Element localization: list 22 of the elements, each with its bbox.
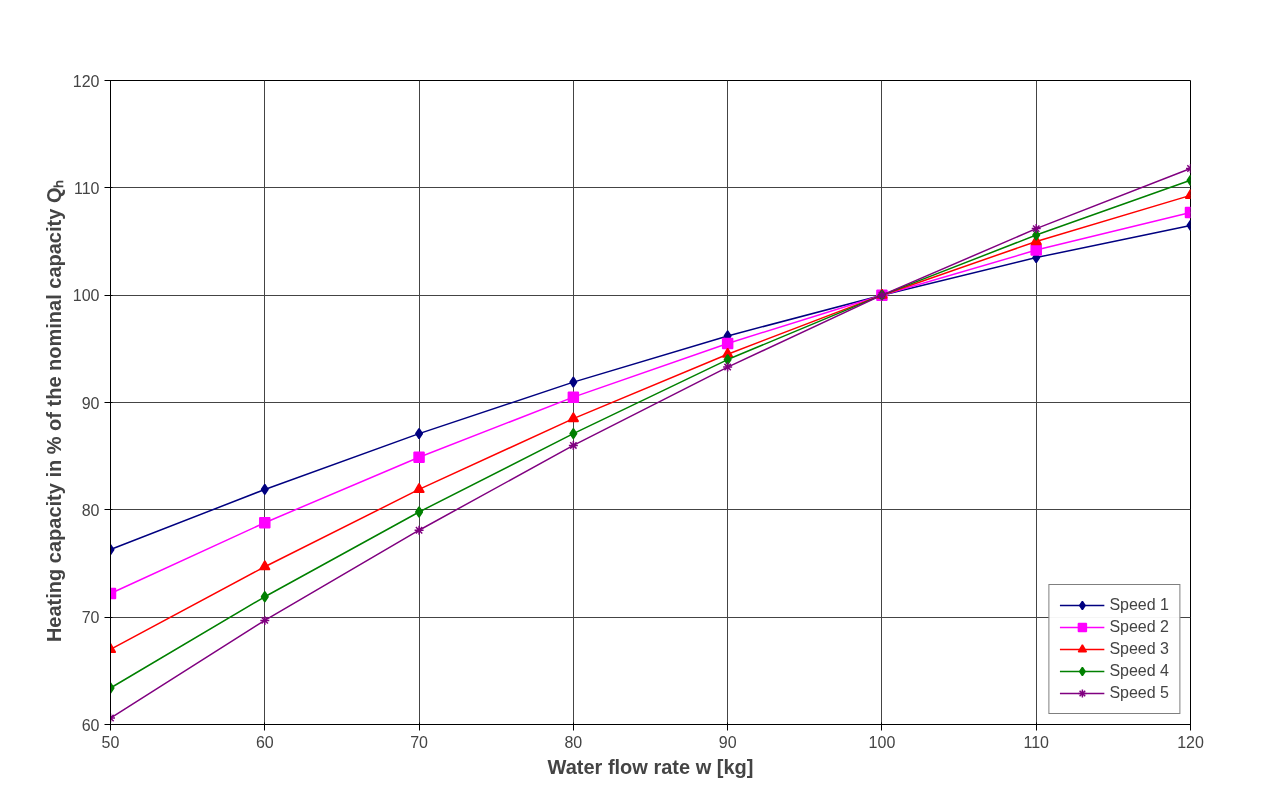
y-tick-label: 120	[72, 72, 100, 90]
y-tick-label: 110	[73, 179, 100, 197]
legend-label: Speed 5	[1109, 684, 1169, 702]
y-tick-label: 90	[81, 394, 100, 412]
x-tick-label: 120	[1177, 733, 1204, 751]
x-tick-label: 90	[718, 733, 737, 751]
x-tick-label: 50	[101, 733, 120, 751]
legend-label: Speed 1	[1109, 596, 1169, 614]
legend-label: Speed 2	[1109, 618, 1169, 636]
x-tick-label: 100	[868, 733, 896, 751]
x-tick-label: 80	[564, 733, 583, 751]
legend-label: Speed 4	[1109, 662, 1169, 680]
x-tick-label: 60	[255, 733, 274, 751]
x-axis-title: Water flow rate w [kg]	[547, 755, 754, 778]
legend-label: Speed 3	[1109, 640, 1169, 658]
y-axis-title: Heating capacity in % of the nominal capacity Qₕ	[42, 179, 65, 643]
y-tick-label: 100	[72, 287, 100, 305]
x-tick-label: 70	[410, 733, 429, 751]
y-tick-label: 60	[81, 716, 100, 734]
y-tick-label: 80	[81, 501, 100, 519]
x-tick-label: 110	[1023, 733, 1050, 751]
y-tick-label: 70	[81, 609, 100, 627]
